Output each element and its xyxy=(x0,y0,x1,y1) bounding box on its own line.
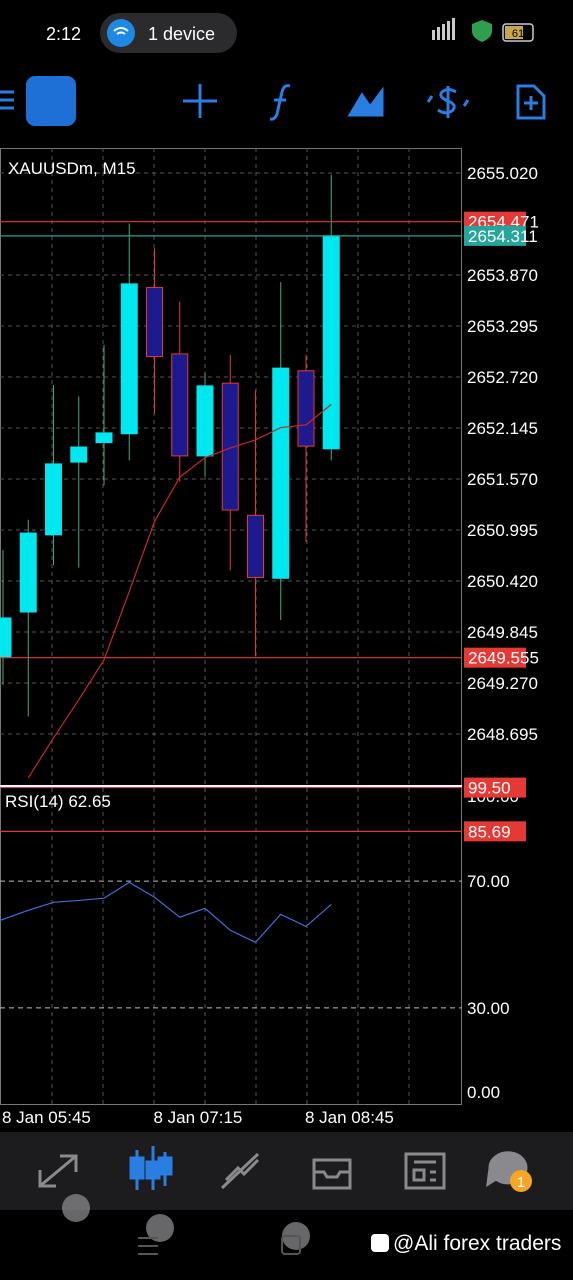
toolbar xyxy=(0,76,546,126)
candle-body xyxy=(322,235,340,450)
candle-body xyxy=(221,382,239,511)
y-tick-label: 2652.720 xyxy=(467,368,538,387)
level-tag xyxy=(464,647,526,668)
axes: 2655.020 2653.870 2653.295 2652.720 2652.145… xyxy=(2,164,539,1127)
candle-body xyxy=(70,446,88,463)
rsi-panel xyxy=(0,786,462,1009)
news-tab[interactable] xyxy=(404,1152,446,1190)
candle-body xyxy=(272,367,290,579)
facebook-icon xyxy=(371,1234,389,1252)
badge-count: 1 xyxy=(517,1174,525,1191)
y-tick-label: 2652.145 xyxy=(467,419,538,438)
objects-icon[interactable] xyxy=(347,86,384,117)
level-label: 2654.311 xyxy=(468,227,538,246)
bottom-nav xyxy=(0,1132,573,1210)
candle-body xyxy=(19,532,37,613)
rsi-title: RSI(14) 62.65 xyxy=(5,792,111,811)
x-tick-label: 8 Jan 07:15 xyxy=(154,1108,243,1127)
chart-title: XAUUSDm, M15 xyxy=(8,159,136,178)
y-tick-label: 2651.570 xyxy=(467,470,538,489)
crosshair-icon[interactable] xyxy=(183,84,217,118)
y-tick-label: 2653.295 xyxy=(467,317,538,336)
x-tick-label: 8 Jan 05:45 xyxy=(2,1108,91,1127)
y-tick-label: 30.00 xyxy=(467,999,510,1018)
x-tick-label: 8 Jan 08:45 xyxy=(305,1108,394,1127)
indicator-icon[interactable] xyxy=(269,84,291,121)
rsi-name: RSI(14) xyxy=(5,792,64,811)
candle-body xyxy=(196,385,214,457)
candle-body xyxy=(120,283,138,435)
battery-level xyxy=(505,26,523,39)
level-tag xyxy=(464,821,526,842)
candle-body xyxy=(247,514,264,578)
quotes-tab[interactable] xyxy=(38,1154,78,1188)
y-tick-label: 2649.845 xyxy=(467,623,538,642)
moving-average xyxy=(27,404,332,779)
y-tick-label: 2650.995 xyxy=(467,521,538,540)
y-tick-label: 2648.695 xyxy=(467,725,538,744)
level-label: 85.69 xyxy=(468,822,511,841)
vertical-grid xyxy=(51,148,410,1105)
hotspot-label: 1 device xyxy=(148,24,215,44)
nav-icons xyxy=(38,1146,528,1190)
hotspot-pill[interactable] xyxy=(100,13,237,53)
y-tick-label: 70.00 xyxy=(467,872,510,891)
candle-body xyxy=(0,617,12,658)
candle-body xyxy=(45,463,62,536)
menu-icon[interactable] xyxy=(0,90,14,110)
clock: 2:12 xyxy=(46,24,81,44)
y-tick-label: 2650.420 xyxy=(467,572,538,591)
chart-frame xyxy=(0,148,462,1105)
new-order-icon[interactable] xyxy=(516,84,546,120)
candle-body xyxy=(171,353,189,457)
rsi-line xyxy=(0,881,332,944)
rsi-value: 62.65 xyxy=(68,792,111,811)
y-tick-label: 0.00 xyxy=(467,1083,500,1102)
shield-icon xyxy=(472,20,492,42)
watermark: @Ali forex traders xyxy=(393,1232,561,1255)
level-label: 99.50 xyxy=(468,779,511,798)
level-tag xyxy=(464,777,526,798)
candle-body xyxy=(297,370,315,447)
y-tick-label: 2655.020 xyxy=(467,164,538,183)
price-panel xyxy=(0,172,462,779)
y-tick-label: 2653.870 xyxy=(467,266,538,285)
battery xyxy=(502,23,534,42)
level-tag xyxy=(464,225,526,246)
level-label: 2649.555 xyxy=(468,649,539,668)
y-tick-label: 2649.270 xyxy=(467,674,538,693)
history-tab[interactable] xyxy=(312,1158,352,1190)
wifi-glyph xyxy=(113,27,129,35)
trade-icon[interactable] xyxy=(426,86,470,118)
candle-body xyxy=(95,432,113,444)
trade-tab[interactable] xyxy=(220,1152,260,1190)
battery-text: 61 xyxy=(512,28,524,40)
candle-body xyxy=(146,286,163,358)
system-nav xyxy=(138,1235,301,1255)
app-logo[interactable] xyxy=(26,76,76,126)
signal-icons xyxy=(432,18,455,40)
badge xyxy=(510,1170,532,1192)
chart-tab[interactable] xyxy=(129,1146,173,1190)
